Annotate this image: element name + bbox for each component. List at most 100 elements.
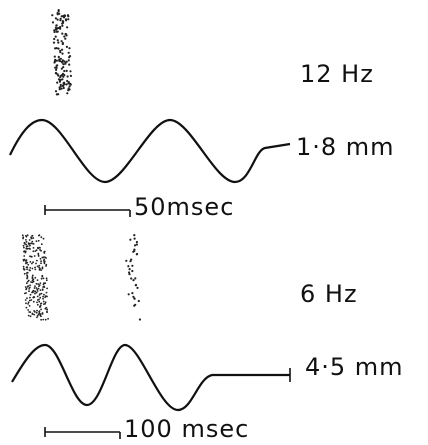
spike-dot bbox=[23, 246, 25, 249]
spike-dot bbox=[39, 258, 42, 260]
spike-dot bbox=[40, 308, 42, 311]
spike-dot bbox=[59, 51, 62, 54]
spike-dot bbox=[30, 281, 32, 283]
spike-dot bbox=[23, 272, 26, 275]
spike-dot bbox=[45, 295, 47, 297]
spike-dot bbox=[133, 237, 136, 240]
spike-dot bbox=[44, 302, 46, 305]
amplitude-label: 1·8 mm bbox=[296, 133, 395, 161]
spike-dot bbox=[131, 292, 134, 295]
spike-dot bbox=[41, 313, 44, 315]
spike-dot bbox=[28, 288, 30, 290]
spike-dot bbox=[61, 20, 64, 23]
spike-dot bbox=[43, 282, 45, 285]
spike-dot bbox=[58, 26, 61, 29]
spike-dot bbox=[53, 55, 56, 58]
spike-dot bbox=[31, 277, 34, 280]
spike-dot bbox=[29, 293, 32, 296]
frequency-label: 6 Hz bbox=[300, 280, 358, 308]
spike-dot bbox=[38, 264, 41, 267]
spike-dot bbox=[29, 261, 32, 263]
spike-dot bbox=[66, 92, 69, 95]
spike-dot bbox=[23, 258, 26, 261]
spike-dot bbox=[30, 299, 33, 301]
spike-dot bbox=[32, 296, 35, 299]
spike-dot bbox=[58, 88, 61, 91]
spike-dot bbox=[66, 14, 70, 17]
spike-dot bbox=[34, 292, 36, 295]
spike-dot bbox=[29, 311, 32, 313]
spike-dot bbox=[27, 309, 29, 311]
spike-dot bbox=[22, 244, 25, 247]
spike-dot bbox=[128, 268, 131, 271]
spike-dot bbox=[134, 277, 137, 280]
spike-dot bbox=[54, 35, 57, 38]
spike-dot bbox=[41, 266, 44, 269]
spike-dot bbox=[29, 267, 32, 269]
spike-dot bbox=[56, 81, 59, 84]
spike-dot bbox=[25, 243, 28, 246]
spike-dot bbox=[36, 309, 38, 312]
spike-dot bbox=[59, 60, 62, 63]
spike-dot bbox=[61, 72, 65, 75]
spike-dot bbox=[68, 56, 71, 59]
spike-dot bbox=[62, 86, 65, 90]
spike-dot bbox=[133, 244, 137, 247]
spike-dot bbox=[55, 30, 58, 33]
spike-dot bbox=[61, 24, 64, 27]
spike-dot bbox=[135, 243, 138, 246]
spike-dot bbox=[27, 263, 30, 266]
spike-dot bbox=[24, 299, 27, 301]
spike-dot bbox=[67, 81, 70, 84]
spike-dot bbox=[39, 267, 41, 270]
spike-dot bbox=[62, 16, 66, 19]
spike-dot bbox=[23, 268, 25, 271]
spike-dot bbox=[38, 312, 41, 315]
spike-dot bbox=[57, 93, 60, 96]
spike-dot bbox=[38, 294, 41, 296]
spike-dot bbox=[23, 250, 25, 253]
spike-dot bbox=[32, 289, 35, 292]
spike-dot bbox=[35, 311, 38, 314]
spike-dot bbox=[61, 22, 64, 25]
spike-dot bbox=[25, 247, 28, 250]
spike-dot bbox=[52, 41, 56, 44]
spike-dot bbox=[51, 21, 55, 24]
spike-dot bbox=[65, 69, 68, 72]
spike-dot bbox=[36, 301, 38, 304]
spike-dot bbox=[22, 265, 25, 268]
spike-dot bbox=[62, 82, 65, 85]
spike-dot bbox=[34, 250, 37, 253]
spike-dot bbox=[136, 286, 139, 289]
spike-dot bbox=[53, 29, 56, 32]
spike-dot bbox=[44, 318, 47, 321]
spike-dot bbox=[127, 293, 130, 296]
spike-dot bbox=[60, 40, 63, 43]
spike-dot bbox=[66, 26, 69, 29]
spike-dot bbox=[56, 39, 59, 42]
spike-dot bbox=[67, 18, 70, 21]
spike-dot bbox=[27, 303, 29, 305]
spike-dot bbox=[61, 42, 64, 45]
spike-dot bbox=[54, 58, 57, 61]
spike-dot bbox=[57, 47, 60, 50]
spike-dot bbox=[44, 282, 47, 285]
spike-dot bbox=[38, 284, 41, 286]
spike-dot bbox=[25, 262, 27, 265]
scale-bar bbox=[44, 427, 121, 439]
spike-dot bbox=[53, 37, 56, 41]
spike-dot bbox=[31, 240, 34, 243]
spike-dot bbox=[40, 318, 42, 321]
spike-dot bbox=[43, 258, 46, 261]
time-scale-label: 50msec bbox=[134, 193, 234, 221]
spike-dot bbox=[21, 234, 24, 237]
spike-dot bbox=[25, 306, 28, 309]
spike-dot bbox=[40, 292, 43, 295]
spike-dot bbox=[36, 279, 39, 281]
spike-dot bbox=[24, 259, 27, 262]
spike-dot bbox=[36, 290, 39, 292]
spike-dot bbox=[125, 259, 128, 262]
spike-dot bbox=[31, 234, 34, 237]
spike-dot bbox=[68, 63, 71, 66]
spike-dot bbox=[53, 30, 56, 34]
